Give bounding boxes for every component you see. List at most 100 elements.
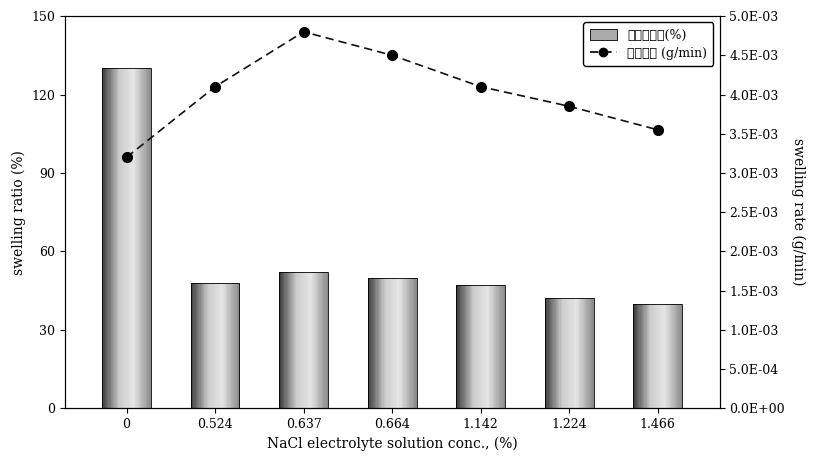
Bar [104, 68, 105, 408]
Bar [403, 278, 404, 408]
Bar [118, 68, 119, 408]
Bar [144, 68, 145, 408]
Bar [369, 278, 370, 408]
Bar [667, 304, 669, 408]
Bar [205, 283, 207, 408]
Bar [142, 68, 144, 408]
Bar [137, 68, 139, 408]
Bar [234, 283, 236, 408]
Legend: 최대팩윤율(%), 팩윤속도 (g/min): 최대팩윤율(%), 팩윤속도 (g/min) [583, 22, 713, 66]
Bar [654, 304, 655, 408]
Bar [301, 272, 302, 408]
Bar [643, 304, 645, 408]
Bar [500, 286, 502, 408]
Bar [387, 278, 389, 408]
Bar [568, 298, 569, 408]
Bar [587, 298, 589, 408]
Bar [663, 304, 665, 408]
Bar [407, 278, 408, 408]
Bar [229, 283, 230, 408]
Bar [402, 278, 403, 408]
Bar [638, 304, 640, 408]
Bar [191, 283, 239, 408]
Bar [208, 283, 209, 408]
Bar [555, 298, 556, 408]
Bar [204, 283, 205, 408]
Bar [106, 68, 107, 408]
Bar [400, 278, 402, 408]
Bar [390, 278, 391, 408]
Bar [212, 283, 214, 408]
Bar [379, 278, 380, 408]
Bar [380, 278, 382, 408]
Bar [495, 286, 497, 408]
Bar [305, 272, 306, 408]
Bar [307, 272, 309, 408]
Bar [567, 298, 568, 408]
Bar [668, 304, 670, 408]
Bar [140, 68, 141, 408]
Bar [230, 283, 231, 408]
Bar [209, 283, 210, 408]
Bar [203, 283, 204, 408]
Bar [670, 304, 671, 408]
Y-axis label: swelling rate (g/min): swelling rate (g/min) [792, 139, 806, 286]
Bar [395, 278, 397, 408]
Bar [584, 298, 585, 408]
Bar [665, 304, 667, 408]
Bar [641, 304, 642, 408]
Bar [671, 304, 672, 408]
Bar [129, 68, 130, 408]
Bar [215, 283, 217, 408]
Bar [114, 68, 116, 408]
Bar [226, 283, 227, 408]
Bar [304, 272, 305, 408]
Bar [582, 298, 583, 408]
Bar [492, 286, 493, 408]
Bar [676, 304, 677, 408]
Bar [490, 286, 492, 408]
Bar [477, 286, 478, 408]
Bar [217, 283, 219, 408]
Bar [662, 304, 663, 408]
Bar [117, 68, 118, 408]
Bar [583, 298, 584, 408]
Bar [633, 304, 682, 408]
Bar [210, 283, 212, 408]
Bar [659, 304, 660, 408]
Bar [294, 272, 295, 408]
Bar [199, 283, 200, 408]
Bar [398, 278, 400, 408]
Bar [488, 286, 489, 408]
Bar [466, 286, 467, 408]
Bar [195, 283, 197, 408]
Bar [136, 68, 137, 408]
Bar [327, 272, 328, 408]
Bar [192, 283, 194, 408]
Bar [119, 68, 121, 408]
Bar [459, 286, 460, 408]
Bar [577, 298, 578, 408]
Bar [324, 272, 326, 408]
Bar [458, 286, 459, 408]
Bar [320, 272, 322, 408]
Bar [372, 278, 373, 408]
Bar [139, 68, 140, 408]
Bar [200, 283, 202, 408]
Bar [112, 68, 114, 408]
Bar [635, 304, 636, 408]
Bar [190, 283, 192, 408]
Bar [579, 298, 580, 408]
Bar [323, 272, 324, 408]
Bar [675, 304, 676, 408]
Bar [478, 286, 480, 408]
Bar [132, 68, 134, 408]
Bar [487, 286, 488, 408]
Bar [231, 283, 232, 408]
Bar [658, 304, 659, 408]
Bar [373, 278, 374, 408]
Bar [562, 298, 563, 408]
Bar [282, 272, 283, 408]
Bar [633, 304, 635, 408]
Bar [141, 68, 142, 408]
